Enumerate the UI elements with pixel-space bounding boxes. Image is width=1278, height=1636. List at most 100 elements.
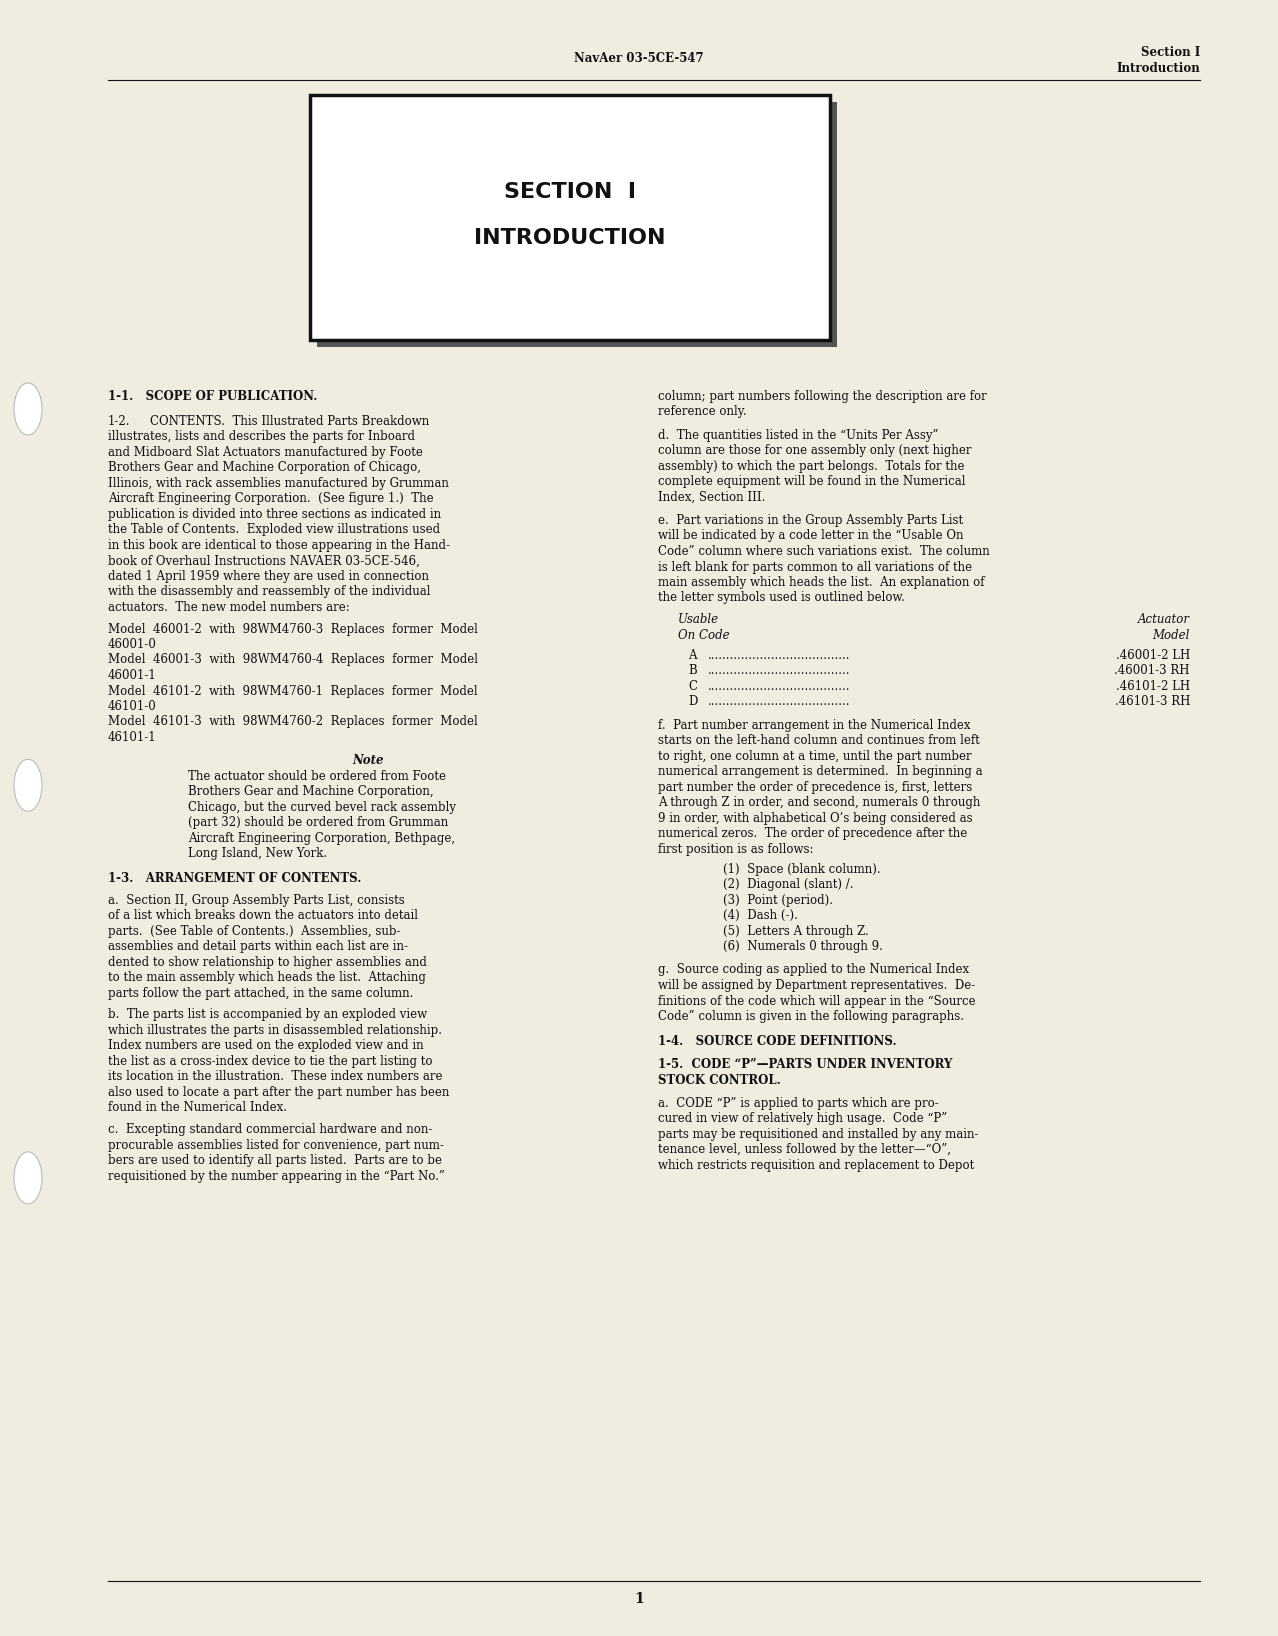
Text: requisitioned by the number appearing in the “Part No.”: requisitioned by the number appearing in…: [109, 1170, 445, 1183]
Text: assembly) to which the part belongs.  Totals for the: assembly) to which the part belongs. Tot…: [658, 460, 965, 473]
Text: cured in view of relatively high usage.  Code “P”: cured in view of relatively high usage. …: [658, 1112, 947, 1126]
Text: a.  CODE “P” is applied to parts which are pro-: a. CODE “P” is applied to parts which ar…: [658, 1096, 939, 1109]
Text: d.  The quantities listed in the “Units Per Assy”: d. The quantities listed in the “Units P…: [658, 429, 938, 442]
Text: Introduction: Introduction: [1116, 62, 1200, 75]
Text: finitions of the code which will appear in the “Source: finitions of the code which will appear …: [658, 995, 975, 1008]
Text: bers are used to identify all parts listed.  Parts are to be: bers are used to identify all parts list…: [109, 1153, 442, 1166]
Text: Model  46101-2  with  98WM4760-1  Replaces  former  Model: Model 46101-2 with 98WM4760-1 Replaces f…: [109, 684, 478, 697]
Text: Brothers Gear and Machine Corporation,: Brothers Gear and Machine Corporation,: [188, 785, 433, 798]
Text: 9 in order, with alphabetical O’s being considered as: 9 in order, with alphabetical O’s being …: [658, 811, 973, 825]
Text: .46001-2 LH: .46001-2 LH: [1116, 649, 1190, 663]
Text: its location in the illustration.  These index numbers are: its location in the illustration. These …: [109, 1070, 442, 1083]
Text: A through Z in order, and second, numerals 0 through: A through Z in order, and second, numera…: [658, 797, 980, 810]
Text: 1-4.   SOURCE CODE DEFINITIONS.: 1-4. SOURCE CODE DEFINITIONS.: [658, 1036, 897, 1047]
Text: (part 32) should be ordered from Grumman: (part 32) should be ordered from Grumman: [188, 816, 449, 829]
Text: D: D: [688, 695, 698, 708]
Text: (1)  Space (blank column).: (1) Space (blank column).: [723, 862, 881, 875]
Text: found in the Numerical Index.: found in the Numerical Index.: [109, 1101, 288, 1114]
Text: 1: 1: [634, 1592, 644, 1607]
Text: Usable: Usable: [679, 614, 720, 627]
Text: which restricts requisition and replacement to Depot: which restricts requisition and replacem…: [658, 1158, 974, 1171]
Text: 46101-0: 46101-0: [109, 700, 157, 713]
Text: .46101-3 RH: .46101-3 RH: [1114, 695, 1190, 708]
Text: (5)  Letters A through Z.: (5) Letters A through Z.: [723, 924, 869, 937]
Text: with the disassembly and reassembly of the individual: with the disassembly and reassembly of t…: [109, 586, 431, 599]
Text: Long Island, New York.: Long Island, New York.: [188, 847, 327, 861]
Text: On Code: On Code: [679, 628, 730, 641]
Text: 1-2.: 1-2.: [109, 416, 130, 427]
Text: .46101-2 LH: .46101-2 LH: [1116, 681, 1190, 694]
Text: to right, one column at a time, until the part number: to right, one column at a time, until th…: [658, 749, 971, 762]
Text: b.  The parts list is accompanied by an exploded view: b. The parts list is accompanied by an e…: [109, 1008, 427, 1021]
Text: is left blank for parts common to all variations of the: is left blank for parts common to all va…: [658, 561, 973, 574]
Text: illustrates, lists and describes the parts for Inboard: illustrates, lists and describes the par…: [109, 430, 415, 443]
Text: Actuator: Actuator: [1137, 614, 1190, 627]
Text: Model: Model: [1153, 628, 1190, 641]
Text: column are those for one assembly only (next higher: column are those for one assembly only (…: [658, 445, 971, 456]
Text: INTRODUCTION: INTRODUCTION: [474, 227, 666, 247]
Text: 46001-1: 46001-1: [109, 669, 157, 682]
Text: parts may be requisitioned and installed by any main-: parts may be requisitioned and installed…: [658, 1127, 979, 1140]
Text: A: A: [688, 649, 697, 663]
Text: part number the order of precedence is, first, letters: part number the order of precedence is, …: [658, 780, 973, 793]
Text: (6)  Numerals 0 through 9.: (6) Numerals 0 through 9.: [723, 941, 883, 954]
Text: Illinois, with rack assemblies manufactured by Grumman: Illinois, with rack assemblies manufactu…: [109, 476, 449, 489]
Text: assemblies and detail parts within each list are in-: assemblies and detail parts within each …: [109, 941, 408, 954]
Text: Aircraft Engineering Corporation.  (See figure 1.)  The: Aircraft Engineering Corporation. (See f…: [109, 492, 433, 506]
Text: the list as a cross-index device to tie the part listing to: the list as a cross-index device to tie …: [109, 1055, 432, 1068]
Text: procurable assemblies listed for convenience, part num-: procurable assemblies listed for conveni…: [109, 1139, 443, 1152]
Text: B: B: [688, 664, 697, 677]
Text: will be indicated by a code letter in the “Usable On: will be indicated by a code letter in th…: [658, 530, 964, 543]
Text: Note: Note: [353, 754, 383, 767]
Text: in this book are identical to those appearing in the Hand-: in this book are identical to those appe…: [109, 538, 450, 551]
Text: Chicago, but the curved bevel rack assembly: Chicago, but the curved bevel rack assem…: [188, 800, 456, 813]
Text: e.  Part variations in the Group Assembly Parts List: e. Part variations in the Group Assembly…: [658, 514, 964, 527]
Text: Model  46001-3  with  98WM4760-4  Replaces  former  Model: Model 46001-3 with 98WM4760-4 Replaces f…: [109, 653, 478, 666]
Text: SECTION  I: SECTION I: [504, 183, 636, 203]
Text: 46101-1: 46101-1: [109, 731, 157, 744]
Text: parts.  (See Table of Contents.)  Assemblies, sub-: parts. (See Table of Contents.) Assembli…: [109, 924, 400, 937]
Text: publication is divided into three sections as indicated in: publication is divided into three sectio…: [109, 507, 441, 520]
Text: and Midboard Slat Actuators manufactured by Foote: and Midboard Slat Actuators manufactured…: [109, 445, 423, 458]
Text: (3)  Point (period).: (3) Point (period).: [723, 893, 833, 906]
Text: Model  46101-3  with  98WM4760-2  Replaces  former  Model: Model 46101-3 with 98WM4760-2 Replaces f…: [109, 715, 478, 728]
Ellipse shape: [14, 1152, 42, 1204]
Text: 1-1.   SCOPE OF PUBLICATION.: 1-1. SCOPE OF PUBLICATION.: [109, 389, 317, 402]
Text: ......................................: ......................................: [708, 664, 850, 677]
Text: The actuator should be ordered from Foote: The actuator should be ordered from Foot…: [188, 771, 446, 782]
Text: c.  Excepting standard commercial hardware and non-: c. Excepting standard commercial hardwar…: [109, 1124, 432, 1135]
Text: 1-5.  CODE “P”—PARTS UNDER INVENTORY: 1-5. CODE “P”—PARTS UNDER INVENTORY: [658, 1058, 952, 1072]
Text: Brothers Gear and Machine Corporation of Chicago,: Brothers Gear and Machine Corporation of…: [109, 461, 420, 474]
Ellipse shape: [14, 759, 42, 811]
Text: Aircraft Engineering Corporation, Bethpage,: Aircraft Engineering Corporation, Bethpa…: [188, 831, 455, 844]
Text: reference only.: reference only.: [658, 406, 746, 419]
Text: main assembly which heads the list.  An explanation of: main assembly which heads the list. An e…: [658, 576, 984, 589]
Text: of a list which breaks down the actuators into detail: of a list which breaks down the actuator…: [109, 910, 418, 923]
Bar: [317, 101, 837, 347]
Text: .46001-3 RH: .46001-3 RH: [1114, 664, 1190, 677]
Text: the Table of Contents.  Exploded view illustrations used: the Table of Contents. Exploded view ill…: [109, 524, 440, 537]
Text: ......................................: ......................................: [708, 695, 850, 708]
Text: Index numbers are used on the exploded view and in: Index numbers are used on the exploded v…: [109, 1039, 423, 1052]
Text: complete equipment will be found in the Numerical: complete equipment will be found in the …: [658, 474, 965, 488]
Bar: [311, 95, 829, 340]
Text: Index, Section III.: Index, Section III.: [658, 491, 766, 504]
Text: first position is as follows:: first position is as follows:: [658, 843, 814, 856]
Text: a.  Section II, Group Assembly Parts List, consists: a. Section II, Group Assembly Parts List…: [109, 893, 405, 906]
Text: dented to show relationship to higher assemblies and: dented to show relationship to higher as…: [109, 955, 427, 969]
Text: 46001-0: 46001-0: [109, 638, 157, 651]
Text: also used to locate a part after the part number has been: also used to locate a part after the par…: [109, 1086, 450, 1099]
Text: will be assigned by Department representatives.  De-: will be assigned by Department represent…: [658, 978, 975, 991]
Text: parts follow the part attached, in the same column.: parts follow the part attached, in the s…: [109, 987, 413, 1000]
Text: Model  46001-2  with  98WM4760-3  Replaces  former  Model: Model 46001-2 with 98WM4760-3 Replaces f…: [109, 623, 478, 635]
Text: actuators.  The new model numbers are:: actuators. The new model numbers are:: [109, 600, 350, 614]
Text: 1-3.   ARRANGEMENT OF CONTENTS.: 1-3. ARRANGEMENT OF CONTENTS.: [109, 872, 362, 885]
Text: C: C: [688, 681, 697, 694]
Text: STOCK CONTROL.: STOCK CONTROL.: [658, 1073, 781, 1086]
Text: book of Overhaul Instructions NAVAER 03-5CE-546,: book of Overhaul Instructions NAVAER 03-…: [109, 555, 420, 568]
Text: numerical arrangement is determined.  In beginning a: numerical arrangement is determined. In …: [658, 766, 983, 779]
Text: which illustrates the parts in disassembled relationship.: which illustrates the parts in disassemb…: [109, 1024, 442, 1037]
Text: Code” column where such variations exist.  The column: Code” column where such variations exist…: [658, 545, 989, 558]
Text: Section I: Section I: [1141, 46, 1200, 59]
Text: Code” column is given in the following paragraphs.: Code” column is given in the following p…: [658, 1009, 964, 1022]
